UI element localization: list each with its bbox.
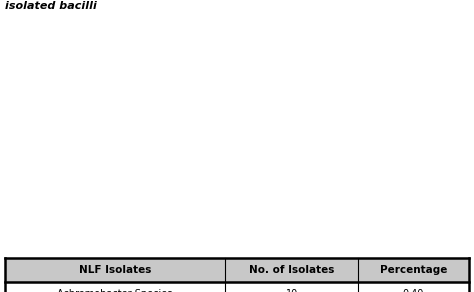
Text: 10: 10 xyxy=(285,289,298,292)
Text: NLF Isolates: NLF Isolates xyxy=(79,265,151,275)
Text: 0.40: 0.40 xyxy=(403,289,424,292)
Text: Percentage: Percentage xyxy=(380,265,447,275)
Text: No. of Isolates: No. of Isolates xyxy=(249,265,334,275)
Text: Achromobacter Species: Achromobacter Species xyxy=(57,289,173,292)
Text: isolated bacilli: isolated bacilli xyxy=(5,1,97,11)
